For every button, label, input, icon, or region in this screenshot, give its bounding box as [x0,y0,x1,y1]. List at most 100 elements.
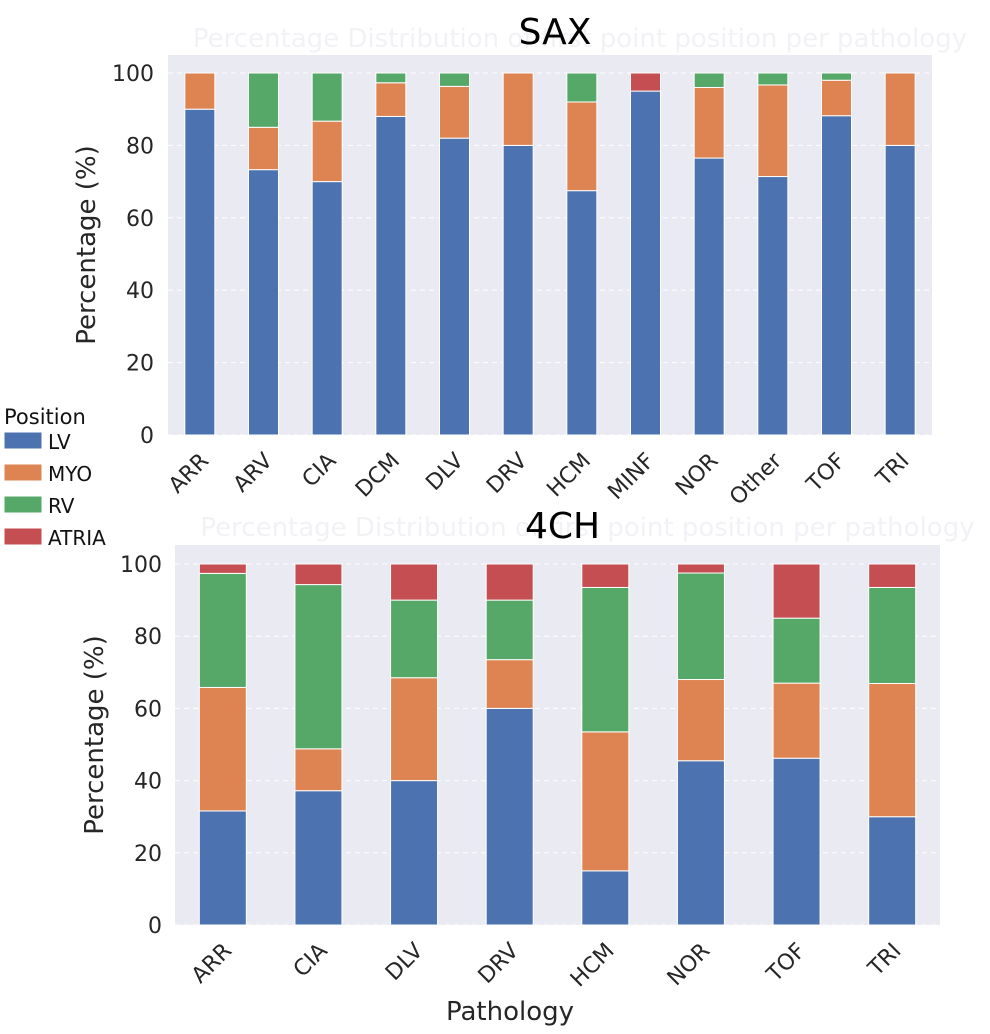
bar-rv-cia [294,584,343,750]
legend-label-rv: RV [48,494,75,518]
x-tick-label: TOF [802,449,851,498]
bar-lv-cia [311,181,343,436]
bar-rv-tof [772,617,821,684]
bar-lv-drv [485,707,534,926]
bar-lv-nor [693,157,725,436]
x-tick-label: CIA [298,449,342,493]
bar-lv-minf [630,90,661,436]
bar-myo-tri [884,72,916,146]
bar-lv-tof [821,115,852,436]
y-tick-label: 100 [120,553,162,578]
bar-atria-tri [868,563,917,588]
sax-chart-panel: Percentage Distribution of first point p… [72,12,967,510]
chart-title: SAX [519,12,592,53]
y-tick-label: 20 [134,842,162,867]
bar-myo-arr [198,686,247,812]
x-tick-label: Other [725,448,788,511]
bar-lv-tof [772,757,821,926]
y-tick-label: 0 [148,914,162,939]
y-tick-label: 40 [134,770,162,795]
bar-atria-cia [294,563,343,586]
bar-myo-arr [184,72,216,110]
legend-swatch-atria [3,527,43,546]
bar-rv-hcm [566,72,598,103]
bar-lv-arr [184,108,216,436]
bar-atria-dlv [390,563,439,601]
bar-atria-hcm [581,563,630,588]
bar-rv-tof [821,72,852,81]
background-title: Percentage Distribution of first point p… [193,24,967,54]
legend-swatch-lv [3,431,43,450]
bar-rv-drv [485,599,534,661]
bar-lv-hcm [566,190,598,436]
legend-swatch-myo [3,463,43,482]
bar-rv-dlv [439,72,470,87]
x-tick-label: DCM [351,449,405,503]
legend: Position LV MYO RV ATRIA [3,405,106,550]
x-tick-label: ARR [187,939,237,989]
plot-area [168,55,932,435]
bar-lv-cia [294,790,343,926]
y-tick-label: 100 [112,62,154,87]
x-tick-label: DLV [381,939,428,986]
bar-myo-dlv [390,677,439,782]
x-tick-label: DRV [474,939,524,989]
x-tick-label: ARV [229,449,278,498]
bar-myo-cia [311,120,343,183]
bar-lv-arv [248,169,279,436]
x-tick-label: ARR [164,449,214,499]
4ch-chart-panel: Percentage Distribution of first point p… [80,506,975,992]
legend-label-lv: LV [48,430,71,454]
bar-myo-other [757,84,789,178]
x-axis-label: Pathology [446,997,574,1027]
y-tick-label: 60 [134,697,162,722]
plot-area [175,545,940,925]
bar-rv-nor [676,572,725,681]
x-tick-label: DLV [421,449,468,496]
x-tick-label: NOR [671,449,723,501]
y-tick-label: 0 [140,424,154,449]
x-tick-label: MINF [603,449,659,505]
bar-lv-dlv [390,780,439,926]
legend-label-atria: ATRIA [48,526,106,550]
bar-myo-tof [772,682,821,759]
y-tick-label: 40 [126,279,154,304]
y-axis-label: Percentage (%) [72,145,102,345]
bar-rv-cia [311,72,343,122]
bar-rv-other [757,72,789,86]
bar-lv-drv [502,144,534,436]
bar-myo-nor [676,679,725,762]
bar-lv-hcm [581,870,630,926]
x-tick-label: TOF [762,939,811,988]
bar-atria-arr [198,563,247,574]
bar-myo-dcm [375,82,407,117]
bar-lv-other [757,176,789,436]
legend-label-myo: MYO [48,462,92,486]
bar-atria-tof [772,563,821,619]
y-tick-label: 60 [126,207,154,232]
x-tick-label: TRI [863,939,906,982]
x-tick-label: TRI [871,449,914,492]
x-tick-label: HCM [542,449,596,503]
bar-myo-hcm [566,101,598,192]
bar-myo-tri [868,682,917,818]
bar-rv-dlv [390,599,439,679]
bar-atria-drv [485,563,534,601]
background-title: Percentage Distribution of first point p… [200,513,974,543]
legend-title: Position [4,405,86,429]
bar-myo-drv [485,659,534,709]
bar-rv-arv [248,72,279,128]
bar-rv-tri [868,586,917,684]
bar-lv-nor [676,760,725,926]
bar-atria-minf [630,72,661,92]
bar-rv-arr [198,572,247,688]
bar-rv-hcm [581,586,630,733]
bar-lv-dlv [439,137,470,436]
bar-myo-cia [294,748,343,792]
y-tick-label: 80 [126,134,154,159]
bar-rv-nor [693,72,725,88]
x-tick-label: HCM [566,939,620,993]
bar-atria-nor [676,563,725,574]
legend-entries: LV MYO RV ATRIA [3,430,106,550]
